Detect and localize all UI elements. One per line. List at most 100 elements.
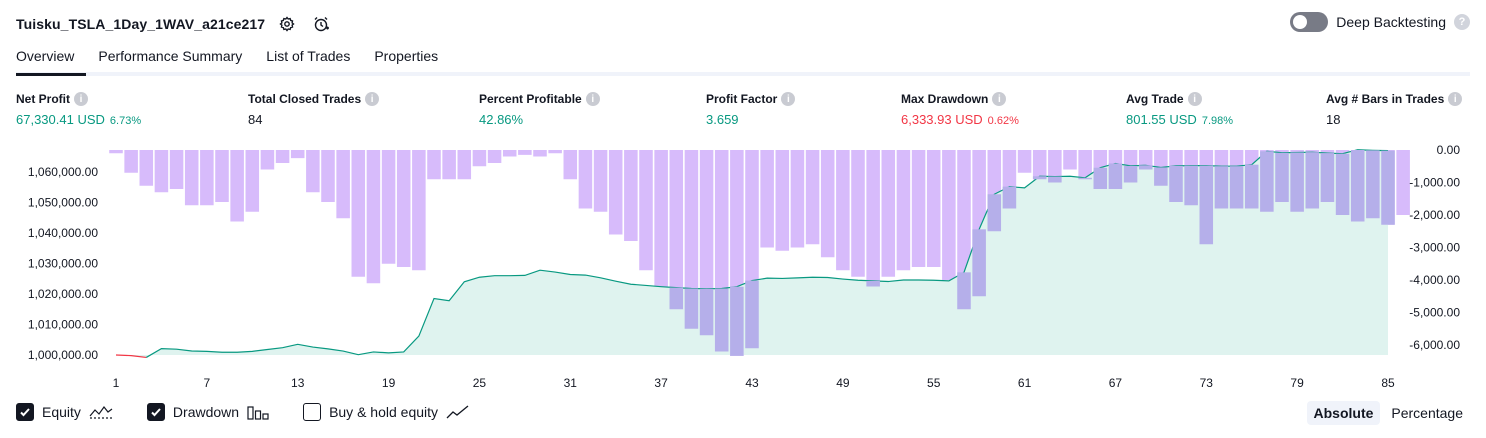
drawdown-bar[interactable] xyxy=(866,150,880,287)
x-axis-tick: 7 xyxy=(204,376,211,390)
drawdown-bar[interactable] xyxy=(200,150,214,206)
drawdown-bar[interactable] xyxy=(926,150,941,267)
legend-equity[interactable]: Equity xyxy=(16,403,113,421)
info-icon[interactable]: i xyxy=(992,92,1007,106)
info-icon[interactable]: i xyxy=(74,92,88,106)
drawdown-bar[interactable] xyxy=(760,150,774,248)
deep-backtesting-toggle[interactable] xyxy=(1290,12,1329,32)
drawdown-bar[interactable] xyxy=(260,150,275,170)
drawdown-bar[interactable] xyxy=(1078,150,1092,180)
info-icon[interactable]: i xyxy=(1187,92,1202,106)
drawdown-bar[interactable] xyxy=(896,150,911,271)
drawdown-bar[interactable] xyxy=(472,150,487,167)
equity-checkbox[interactable] xyxy=(16,403,34,421)
drawdown-bar[interactable] xyxy=(457,150,472,180)
drawdown-bar[interactable] xyxy=(684,150,699,329)
drawdown-bar[interactable] xyxy=(608,150,623,235)
drawdown-bar-overlap xyxy=(1305,152,1320,209)
drawdown-bar[interactable] xyxy=(412,150,426,271)
metric-label: Avg # Bars in Trades xyxy=(1326,92,1445,106)
drawdown-bar[interactable] xyxy=(851,150,865,277)
drawdown-bar[interactable] xyxy=(502,150,517,157)
drawdown-bar[interactable] xyxy=(805,150,820,245)
drawdown-bar[interactable] xyxy=(139,150,154,186)
x-axis-tick: 37 xyxy=(654,376,668,390)
gear-icon[interactable] xyxy=(275,12,299,36)
drawdown-bar[interactable] xyxy=(124,150,138,173)
info-icon[interactable]: i xyxy=(781,92,796,106)
drawdown-bar[interactable] xyxy=(442,150,456,180)
drawdown-bar[interactable] xyxy=(1063,150,1077,170)
drawdown-bar[interactable] xyxy=(169,150,184,189)
drawdown-bar[interactable] xyxy=(351,150,366,277)
drawdown-bar[interactable] xyxy=(548,150,562,154)
chart-axes: 1,000,000.00 1,010,000.00 1,020,000.00 1,03… xyxy=(28,143,1460,390)
drawdown-bar[interactable] xyxy=(942,150,956,280)
drawdown-bar-overlap xyxy=(1093,167,1108,189)
tab-overview[interactable]: Overview xyxy=(16,44,87,76)
drawdown-bar[interactable] xyxy=(533,150,547,157)
alarm-clock-icon[interactable] xyxy=(309,12,333,36)
drawdown-bar[interactable] xyxy=(624,150,638,241)
drawdown-bar[interactable] xyxy=(654,150,668,287)
tab-properties[interactable]: Properties xyxy=(374,48,439,64)
drawdown-bar[interactable] xyxy=(639,150,653,271)
drawdown-bar[interactable] xyxy=(836,150,850,271)
drawdown-bar[interactable] xyxy=(820,150,835,258)
drawdown-bar-overlap xyxy=(684,288,699,329)
metric-value: 18 xyxy=(1326,112,1341,127)
drawdown-bar[interactable] xyxy=(881,150,896,277)
help-icon[interactable]: ? xyxy=(1454,14,1470,30)
percentage-button[interactable]: Percentage xyxy=(1391,405,1463,421)
info-icon[interactable]: i xyxy=(1448,92,1463,106)
drawdown-bar[interactable] xyxy=(578,150,593,209)
equity-line[interactable] xyxy=(145,149,1389,358)
drawdown-bar[interactable] xyxy=(245,150,260,212)
drawdown-bar[interactable] xyxy=(154,150,169,193)
drawdown-bar[interactable] xyxy=(669,150,684,310)
info-icon[interactable]: i xyxy=(365,92,380,106)
legend-buy-hold-equity[interactable]: Buy & hold equity xyxy=(303,403,470,421)
drawdown-bar[interactable] xyxy=(487,150,502,163)
drawdown-bar[interactable] xyxy=(230,150,244,222)
metric-net-profit: Net Profit i 67,330.41 USD 6.73% xyxy=(16,92,141,127)
drawdown-bar[interactable] xyxy=(427,150,441,180)
drawdown-checkbox[interactable] xyxy=(146,403,165,421)
drawdown-bar[interactable] xyxy=(911,150,926,267)
absolute-button[interactable]: Absolute xyxy=(1306,401,1381,425)
drawdown-bar[interactable] xyxy=(215,150,229,202)
drawdown-bar[interactable] xyxy=(336,150,350,219)
drawdown-bar[interactable] xyxy=(1396,150,1410,215)
metric-label: Max Drawdown xyxy=(901,92,989,106)
drawdown-bar[interactable] xyxy=(109,150,123,154)
drawdown-bar[interactable] xyxy=(1138,150,1153,170)
drawdown-bar[interactable] xyxy=(593,150,608,212)
drawdown-bar-overlap xyxy=(1320,153,1335,202)
drawdown-axis-tick: -5,000.00 xyxy=(1409,306,1460,320)
drawdown-bar[interactable] xyxy=(775,150,790,251)
drawdown-axis-tick: -2,000.00 xyxy=(1409,208,1460,222)
strategy-header: Tuisku_TSLA_1Day_1WAV_a21ce217 xyxy=(16,10,333,38)
equity-drawdown-chart[interactable]: 1,000,000.00 1,010,000.00 1,020,000.00 1,03… xyxy=(0,140,1486,398)
equity-axis-tick: 1,010,000.00 xyxy=(28,318,98,332)
equity-axis-tick: 1,000,000.00 xyxy=(28,348,98,362)
drawdown-bar[interactable] xyxy=(1032,150,1047,180)
drawdown-bar[interactable] xyxy=(321,150,335,202)
drawdown-bar[interactable] xyxy=(790,150,805,248)
drawdown-bar[interactable] xyxy=(184,150,199,206)
drawdown-bar[interactable] xyxy=(306,150,320,193)
drawdown-bar[interactable] xyxy=(366,150,381,284)
drawdown-bar[interactable] xyxy=(381,150,396,264)
tab-performance-summary[interactable]: Performance Summary xyxy=(98,48,243,64)
tab-list-of-trades[interactable]: List of Trades xyxy=(266,48,351,64)
drawdown-bar[interactable] xyxy=(1048,150,1062,183)
drawdown-bar[interactable] xyxy=(518,150,532,155)
buy-hold-checkbox[interactable] xyxy=(303,403,322,421)
drawdown-bar[interactable] xyxy=(1017,150,1032,173)
info-icon[interactable]: i xyxy=(585,92,600,106)
drawdown-bar[interactable] xyxy=(275,150,290,163)
drawdown-bar[interactable] xyxy=(396,150,411,267)
drawdown-bar[interactable] xyxy=(290,150,305,159)
drawdown-bar[interactable] xyxy=(563,150,578,180)
legend-drawdown[interactable]: Drawdown xyxy=(146,403,269,421)
